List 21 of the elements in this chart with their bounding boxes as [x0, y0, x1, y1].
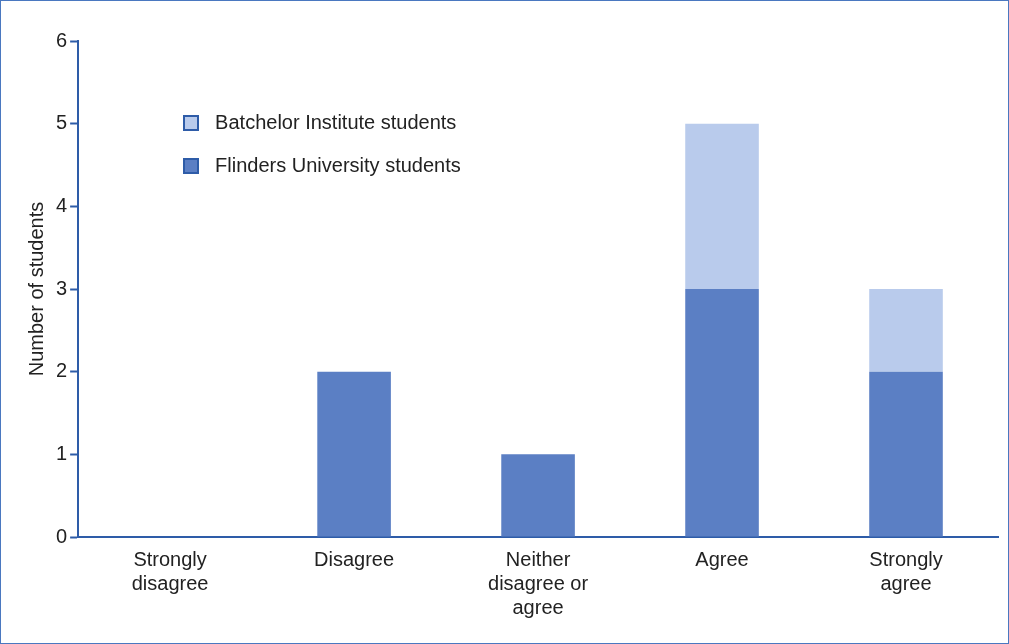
y-tick-label: 2	[56, 359, 68, 382]
x-tick-label: Neither disagree or agree	[488, 547, 589, 618]
x-tick-label: Agree	[695, 547, 749, 570]
bar	[869, 289, 943, 372]
y-tick-label: 6	[56, 28, 68, 51]
x-tick-label: Strongly agree	[869, 547, 943, 594]
bar	[869, 371, 943, 537]
y-tick-label: 4	[56, 193, 68, 216]
legend-label: Batchelor Institute students	[215, 111, 457, 134]
x-tick-label: Strongly disagree	[131, 547, 209, 594]
bar	[685, 123, 759, 289]
x-tick-label: Disagree	[314, 547, 395, 570]
y-tick-label: 1	[56, 441, 68, 464]
legend-label: Flinders University students	[215, 154, 461, 177]
y-tick-label: 3	[56, 276, 68, 299]
bar	[501, 454, 575, 537]
y-tick-label: 0	[56, 524, 68, 547]
y-tick-label: 5	[56, 111, 68, 134]
bar	[685, 289, 759, 537]
y-axis-title: Number of students	[24, 201, 47, 377]
bar	[317, 371, 391, 537]
